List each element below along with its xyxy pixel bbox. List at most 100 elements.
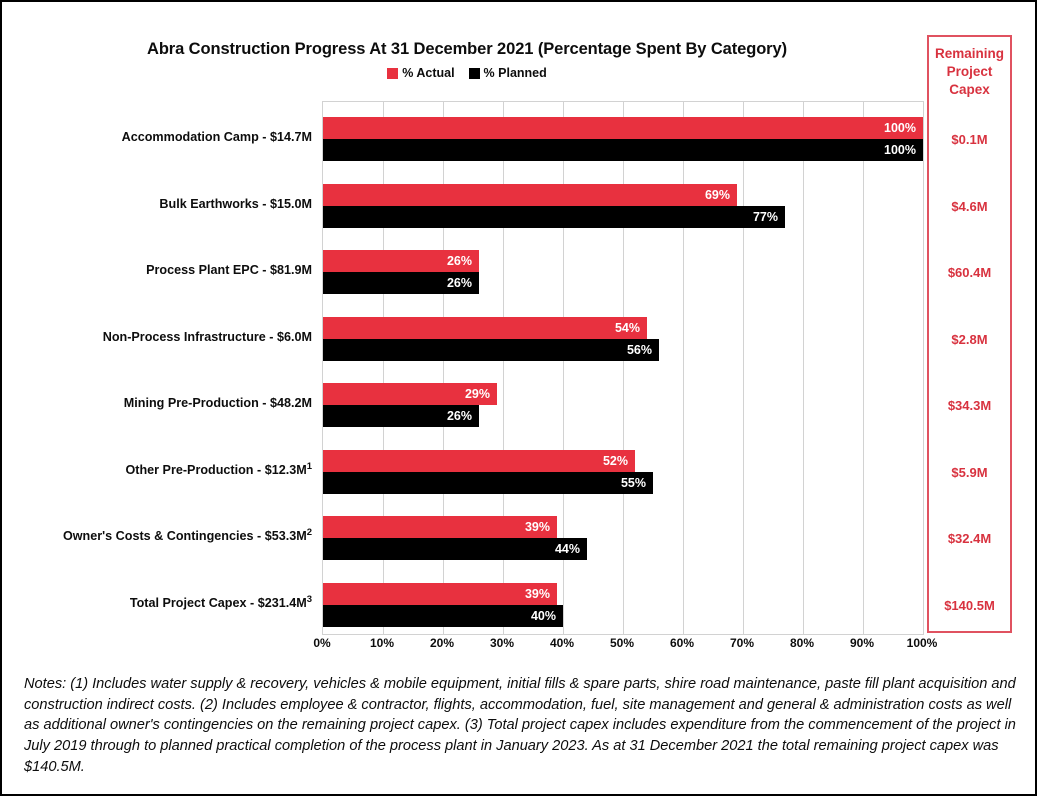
bar-planned: 44%: [323, 538, 587, 560]
category-label: Bulk Earthworks - $15.0M: [12, 197, 312, 211]
capex-header-line-2: Project: [946, 64, 993, 80]
category-label-text: Non-Process Infrastructure - $6.0M: [102, 329, 312, 344]
gridline: [743, 102, 744, 634]
gridline: [443, 102, 444, 634]
bar-planned: 77%: [323, 205, 785, 228]
bar-value-label: 69%: [704, 187, 730, 202]
bar-group: 54% 56%: [323, 316, 923, 361]
gridline: [803, 102, 804, 634]
category-footnote-marker: 1: [306, 460, 312, 472]
category-label-text: Total Project Capex - $231.4M: [129, 595, 307, 610]
page-title: Abra Construction Progress At 31 Decembe…: [147, 40, 787, 58]
gridline: [683, 102, 684, 634]
category-label: Process Plant EPC - $81.9M: [12, 263, 312, 277]
category-label-text: Bulk Earthworks - $15.0M: [159, 196, 312, 211]
bar-actual: 29%: [323, 383, 497, 405]
x-tick-label: 60%: [669, 636, 695, 650]
notes-text: Notes: (1) Includes water supply & recov…: [24, 676, 1016, 775]
remaining-capex-value: $60.4M: [947, 265, 992, 280]
legend-swatch-icon: [468, 67, 480, 79]
plot-area: 100% 100% 69% 77% 26% 26% 54% 56% 29% 26% 52% 55% 39…: [322, 101, 924, 635]
category-label-text: Other Pre-Production - $12.3M: [125, 462, 307, 477]
bar-value-label: 26%: [446, 409, 472, 423]
x-tick-label: 0%: [313, 636, 331, 650]
remaining-capex-value: $4.6M: [951, 198, 988, 214]
bar-group: 39% 44%: [323, 516, 923, 560]
bar-value-label: 26%: [446, 254, 472, 268]
x-tick-label: 10%: [369, 636, 395, 650]
category-label-text: Accommodation Camp - $14.7M: [121, 130, 312, 144]
gridline: [623, 102, 624, 634]
bar-actual: 69%: [323, 183, 737, 206]
remaining-capex-value: $34.3M: [947, 398, 992, 413]
bar-planned: 26%: [323, 405, 479, 427]
category-label-text: Mining Pre-Production - $48.2M: [123, 396, 312, 410]
bar-value-label: 44%: [554, 542, 580, 556]
bar-group: 29% 26%: [323, 383, 923, 427]
gridline: [503, 102, 504, 634]
category-label: Non-Process Infrastructure - $6.0M: [12, 330, 312, 344]
category-footnote-marker: 2: [306, 526, 312, 538]
bar-planned: 55%: [323, 471, 653, 494]
bar-actual: 39%: [323, 516, 557, 538]
bar-group: 39% 40%: [323, 582, 923, 627]
bar-value-label: 29%: [464, 387, 490, 401]
category-label: Other Pre-Production - $12.3M1: [12, 460, 312, 477]
x-tick-label: 70%: [729, 636, 755, 650]
remaining-capex-value: $140.5M: [944, 597, 995, 613]
legend-label: % Actual: [402, 66, 455, 80]
x-tick-label: 90%: [849, 636, 875, 650]
x-tick-label: 30%: [489, 636, 515, 650]
remaining-capex-header: Remaining Project Capex: [929, 45, 1010, 100]
bar-planned: 26%: [323, 272, 479, 294]
gridline: [863, 102, 864, 634]
bar-planned: 40%: [323, 604, 563, 627]
bar-value-label: 52%: [602, 453, 628, 468]
bar-actual: 26%: [323, 250, 479, 272]
category-axis-labels: Accommodation Camp - $14.7M Bulk Earthwor…: [10, 101, 312, 633]
bar-actual: 52%: [323, 449, 635, 472]
bar-planned: 100%: [323, 139, 923, 161]
bar-actual: 54%: [323, 316, 647, 339]
bar-value-label: 100%: [884, 121, 916, 135]
capex-header-line-3: Capex: [949, 82, 990, 98]
x-tick-label: 50%: [609, 636, 635, 650]
legend-entry-planned: % Planned: [468, 66, 547, 80]
bar-actual: 100%: [323, 117, 923, 139]
bar-value-label: 26%: [446, 276, 472, 290]
bar-value-label: 100%: [884, 143, 916, 157]
bar-planned: 56%: [323, 338, 659, 361]
bar-value-label: 39%: [524, 520, 550, 534]
bar-value-label: 39%: [524, 586, 550, 601]
remaining-capex-value: $32.4M: [947, 531, 992, 546]
bar-value-label: 55%: [620, 475, 646, 490]
x-tick-label: 100%: [906, 636, 938, 650]
bar-group: 69% 77%: [323, 183, 923, 228]
x-tick-label: 20%: [429, 636, 455, 650]
bar-value-label: 77%: [752, 209, 778, 224]
category-label-text: Owner's Costs & Contingencies - $53.3M: [62, 529, 307, 543]
capex-header-line-1: Remaining: [934, 46, 1004, 61]
gridline: [383, 102, 384, 634]
x-axis-ticks: 0% 10% 20% 30% 40% 50% 60% 70% 80% 90% 100%: [313, 636, 937, 656]
legend-swatch-icon: [387, 67, 399, 79]
bar-actual: 39%: [323, 582, 557, 605]
remaining-capex-panel: Remaining Project Capex $0.1M $4.6M $60.4M…: [927, 35, 1012, 633]
category-footnote-marker: 3: [306, 593, 312, 605]
category-label: Mining Pre-Production - $48.2M: [12, 396, 312, 410]
legend-label: % Planned: [483, 66, 547, 80]
category-label-text: Process Plant EPC - $81.9M: [146, 263, 312, 277]
remaining-capex-value: $5.9M: [951, 464, 988, 480]
category-label: Owner's Costs & Contingencies - $53.3M2: [12, 526, 312, 543]
remaining-capex-value: $2.8M: [951, 331, 988, 347]
category-label: Accommodation Camp - $14.7M: [12, 130, 312, 144]
remaining-capex-value: $0.1M: [951, 132, 988, 147]
gridline: [563, 102, 564, 634]
bar-value-label: 40%: [530, 608, 556, 623]
legend-entry-actual: % Actual: [387, 66, 455, 80]
x-tick-label: 80%: [789, 636, 815, 650]
bar-group: 100% 100%: [323, 117, 923, 161]
bar-value-label: 54%: [614, 320, 640, 335]
bar-group: 26% 26%: [323, 250, 923, 294]
